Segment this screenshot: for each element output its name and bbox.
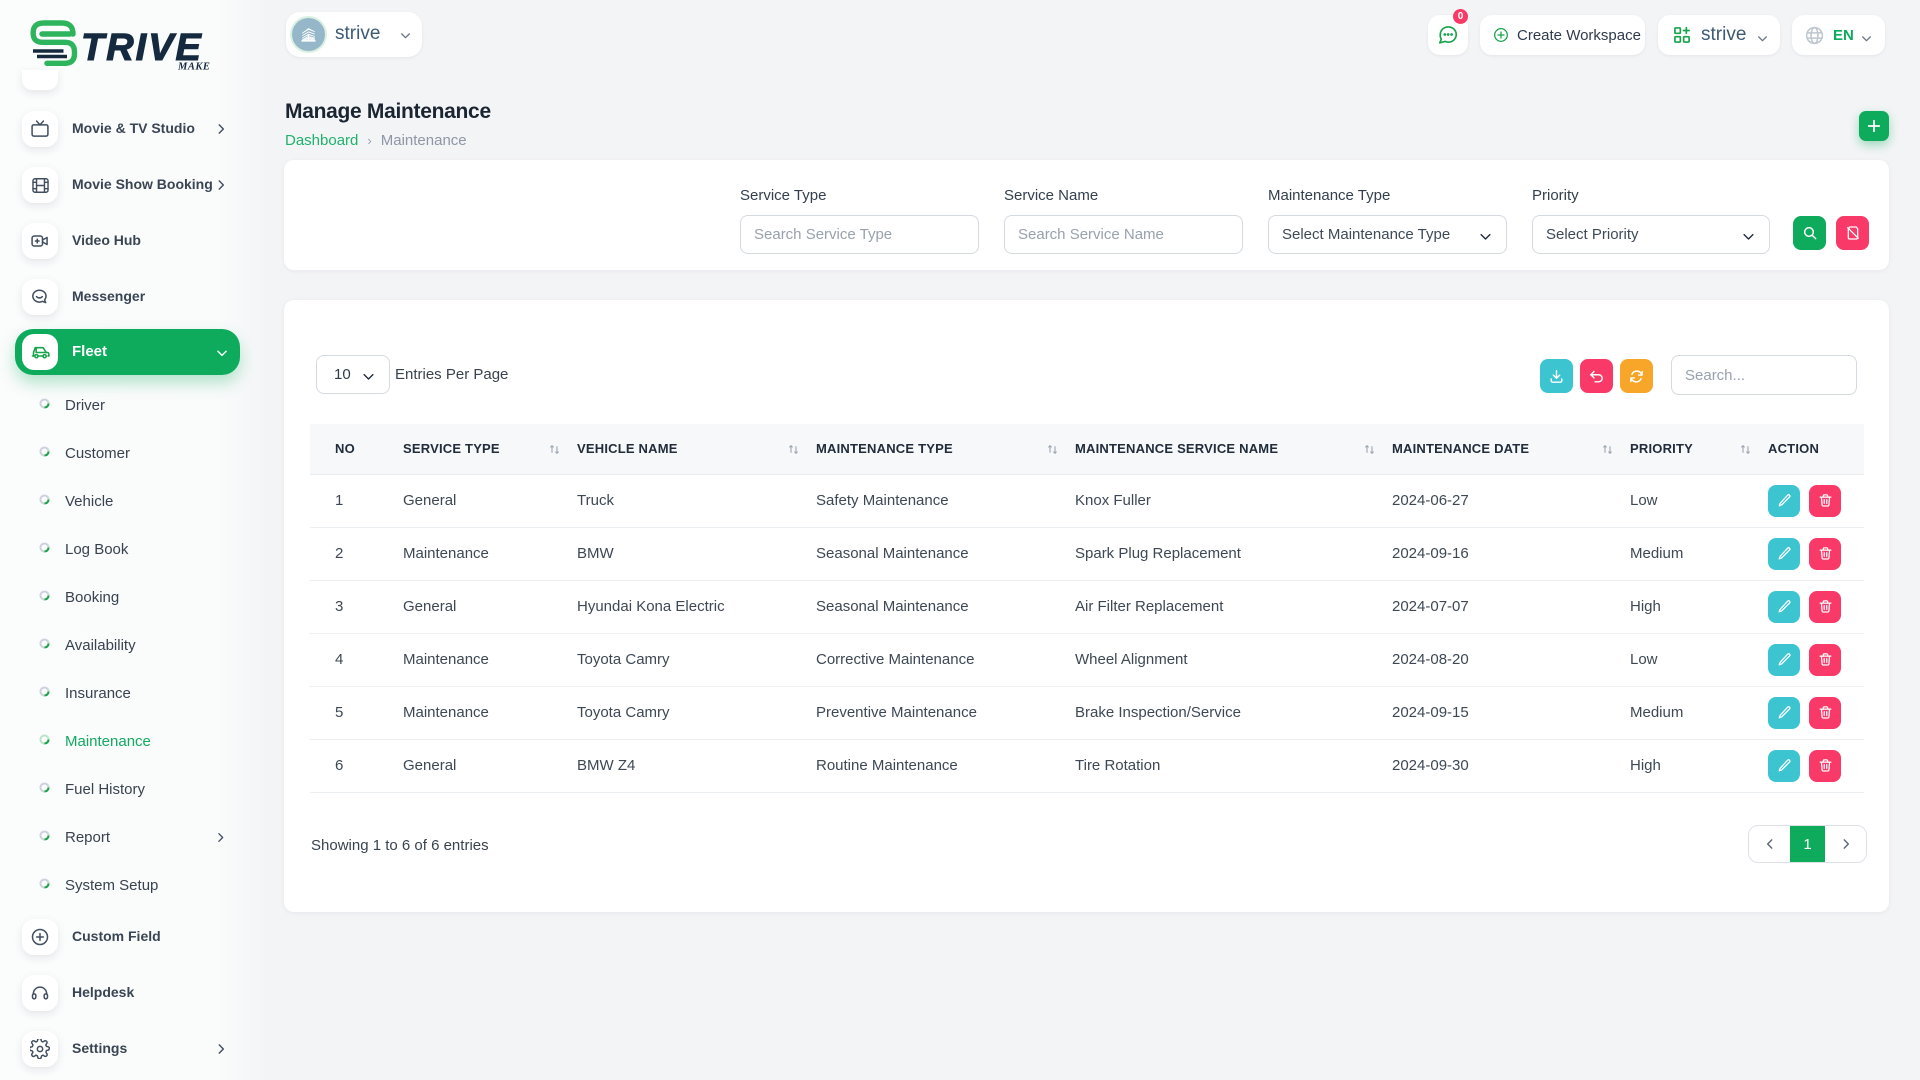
svg-text:TRIVE: TRIVE [81, 27, 203, 69]
svg-text:MAKE: MAKE [177, 62, 210, 73]
